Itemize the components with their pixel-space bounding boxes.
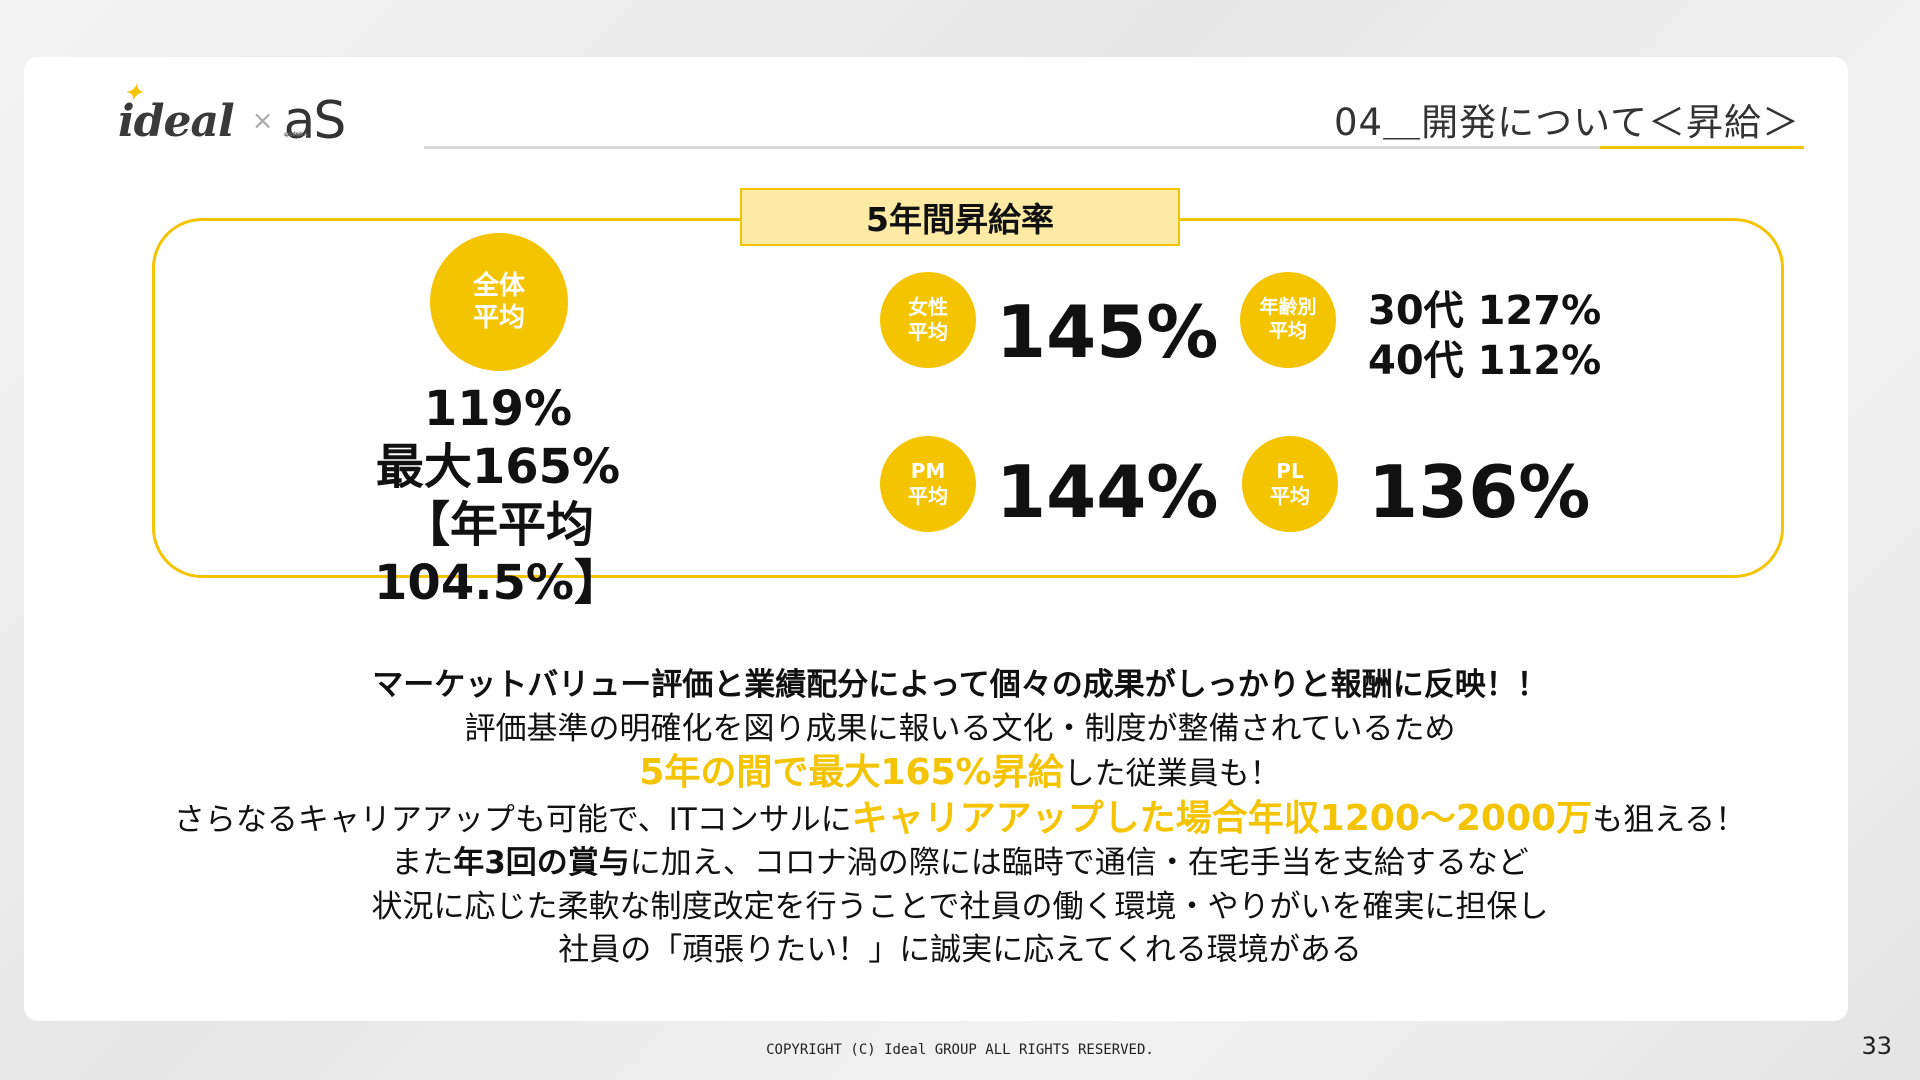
body-line-7: 社員の「頑張りたい！」に誠実に応えてくれる環境がある — [558, 932, 1362, 968]
pl-average-badge: PL 平均 — [1242, 436, 1338, 532]
overall-average-badge: 全体 平均 — [430, 233, 568, 371]
badge-text: 平均 — [1268, 320, 1307, 342]
badge-text: 平均 — [908, 320, 948, 344]
age-40s-value: 40代 112% — [1368, 338, 1602, 384]
badge-text: 年齢別 — [1259, 296, 1317, 319]
page-title: 04＿開発について＜昇給＞ — [1334, 101, 1800, 144]
body-text-span: に加え、コロナ渦の際には臨時で通信・在宅手当を支給するなど — [629, 845, 1529, 881]
body-text-span: さらなるキャリアアップも可能で、ITコンサルに — [173, 801, 852, 838]
body-line-2: 評価基準の明確化を図り成果に報いる文化・制度が整備されているため — [464, 710, 1456, 747]
overall-max: 最大165% — [375, 439, 621, 495]
logo-separator: × — [251, 106, 274, 136]
pm-value: 144% — [996, 450, 1219, 534]
badge-text: 平均 — [472, 303, 525, 333]
body-text-span: した従業員も！ — [1063, 756, 1281, 792]
pl-value: 136% — [1368, 450, 1591, 534]
age-average-badge: 年齢別 平均 — [1240, 272, 1336, 368]
age-30s-value: 30代 127% — [1368, 288, 1602, 334]
badge-text: 平均 — [1270, 484, 1310, 508]
overall-annual: 【年平均104.5%】 — [374, 497, 622, 611]
approach-systems-logo: aS approach systems — [283, 91, 347, 151]
body-line-3: 5年の間で最大165%昇給した従業員も！ — [120, 751, 1800, 797]
highlight-text: 5年の間で最大165%昇給 — [639, 752, 1064, 793]
overall-value: 119% — [423, 381, 573, 437]
star-icon: ✦ — [124, 79, 142, 106]
body-text-span: も狙える！ — [1592, 801, 1747, 838]
logo-partner-subtitle: approach systems — [283, 131, 309, 138]
body-line-6: 状況に応じた柔軟な制度改定を行うことで社員の働く環境・やりがいを確実に担保し — [371, 888, 1549, 925]
highlight-text: キャリアアップした場合年収1200～2000万 — [851, 797, 1593, 839]
ideal-logo: ✦ ideal — [118, 79, 235, 147]
badge-text: PL — [1276, 459, 1304, 483]
overall-values: 119% 最大165% 【年平均104.5%】 — [296, 380, 700, 612]
badge-text: 女性 — [908, 295, 948, 319]
bonus-text: 年3回の賞与 — [453, 845, 630, 881]
copyright: COPYRIGHT (C) Ideal GROUP ALL RIGHTS RES… — [766, 1042, 1154, 1058]
female-average-badge: 女性 平均 — [880, 272, 976, 368]
badge-text: 全体 — [472, 270, 525, 301]
body-line-4: さらなるキャリアアップも可能で、ITコンサルにキャリアアップした場合年収1200… — [120, 797, 1800, 843]
female-value: 145% — [996, 290, 1219, 374]
raise-rate-label: 5年間昇給率 — [740, 188, 1180, 246]
body-text: マーケットバリュー評価と業績配分によって個々の成果がしっかりと報酬に反映！！ 評… — [120, 664, 1800, 973]
logo: ✦ ideal × aS approach systems — [118, 79, 347, 156]
badge-text: 平均 — [908, 484, 948, 508]
badge-text: PM — [910, 459, 946, 483]
age-values: 30代 127% 40代 112% — [1368, 286, 1601, 386]
body-line-5: また年3回の賞与に加え、コロナ渦の際には臨時で通信・在宅手当を支給するなど — [120, 842, 1800, 886]
pm-average-badge: PM 平均 — [880, 436, 976, 532]
body-line-1: マーケットバリュー評価と業績配分によって個々の成果がしっかりと報酬に反映！！ — [372, 667, 1548, 703]
title-underline-accent — [1600, 146, 1804, 149]
body-text-span: また — [391, 845, 454, 881]
page-number: 33 — [1861, 1032, 1892, 1060]
title-underline — [424, 146, 1804, 149]
